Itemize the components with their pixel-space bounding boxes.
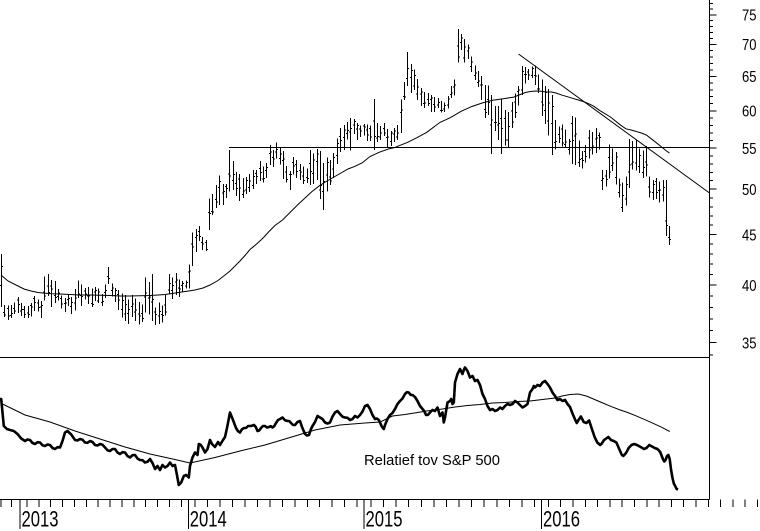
svg-text:2015: 2015 (366, 507, 403, 531)
svg-text:2016: 2016 (543, 507, 580, 531)
svg-text:60: 60 (742, 104, 757, 121)
svg-text:50: 50 (742, 182, 757, 199)
svg-text:70: 70 (742, 37, 757, 54)
svg-text:2014: 2014 (190, 507, 227, 531)
svg-text:2013: 2013 (22, 507, 59, 531)
svg-text:35: 35 (742, 335, 757, 352)
svg-text:45: 45 (742, 227, 757, 244)
svg-text:40: 40 (742, 278, 757, 295)
svg-text:65: 65 (742, 69, 757, 86)
svg-text:Relatief tov S&P 500: Relatief tov S&P 500 (364, 452, 500, 469)
svg-text:75: 75 (742, 8, 757, 25)
svg-text:55: 55 (742, 141, 757, 158)
